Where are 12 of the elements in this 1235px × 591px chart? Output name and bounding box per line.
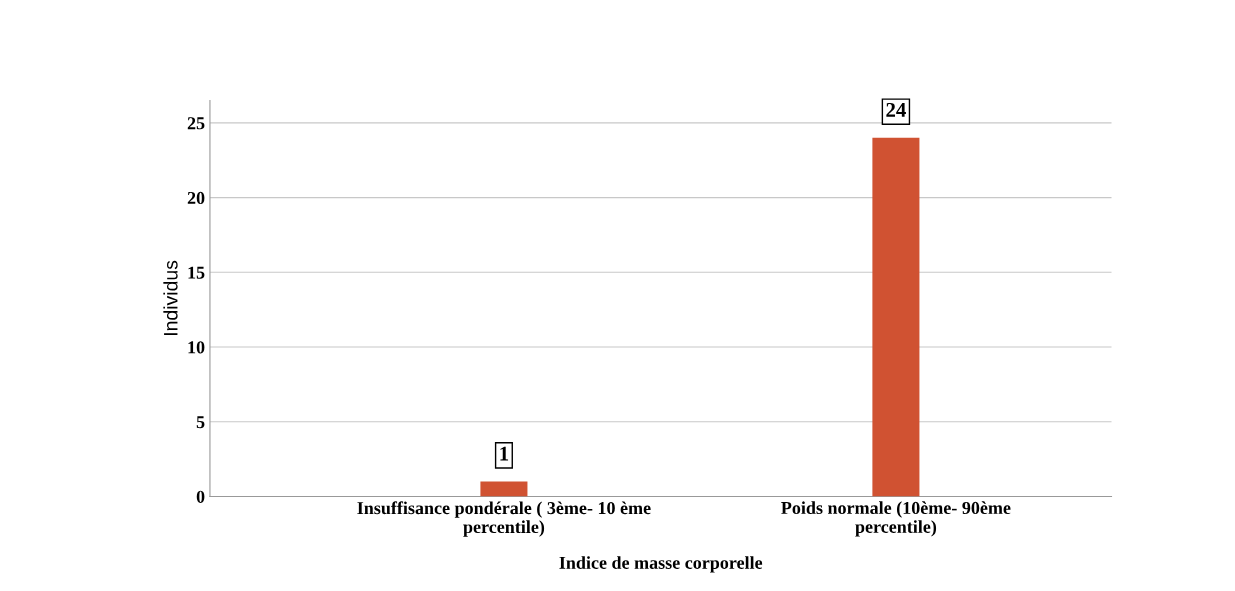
x-tick-label: Insuffisance pondérale ( 3ème- 10 ème percentile) [357,501,651,537]
y-axis-title: Individus [163,260,178,336]
y-tick-label: 15 [188,266,205,279]
y-tick-label: 5 [196,416,205,429]
x-tick-label: Poids normale (10ème- 90ème percentile) [781,501,1011,537]
y-tick-label: 25 [187,117,205,130]
data-label: 24 [886,102,906,117]
x-axis-title: Indice de masse corporelle [559,556,763,573]
y-tick-label: 20 [187,191,205,205]
y-tick-label: 10 [188,341,205,354]
y-tick-label: 0 [196,490,205,503]
data-label: 1 [500,446,509,461]
